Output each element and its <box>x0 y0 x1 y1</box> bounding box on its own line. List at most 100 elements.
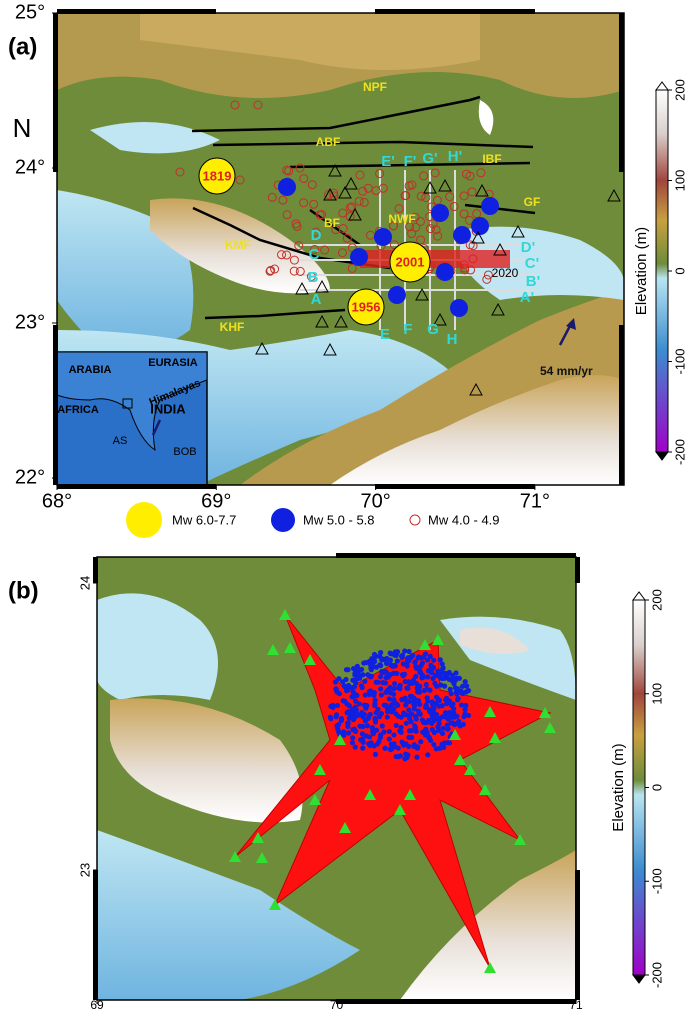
fault-label: NPF <box>363 80 387 94</box>
event <box>431 742 436 747</box>
panel-label: (b) <box>8 577 39 604</box>
event <box>425 752 430 757</box>
event <box>339 716 344 721</box>
event <box>423 651 428 656</box>
event <box>403 741 408 746</box>
frame-bar <box>375 9 535 14</box>
event <box>400 653 405 658</box>
event <box>420 675 425 680</box>
event <box>394 651 399 656</box>
legend-label: Mw 4.0 - 4.9 <box>428 512 500 527</box>
event <box>350 685 355 690</box>
event <box>414 755 419 760</box>
event <box>391 697 396 702</box>
event <box>453 670 458 675</box>
event <box>440 703 445 708</box>
event-medium <box>453 226 471 244</box>
figure: (a) (b) N 1819200119562020NPFABFIBFGFKMF… <box>0 0 686 1013</box>
legend-medium <box>271 508 295 532</box>
event <box>464 689 469 694</box>
event <box>464 684 469 689</box>
event-medium <box>374 228 392 246</box>
event <box>388 747 393 752</box>
profile-label: D <box>311 227 322 244</box>
profile-label: B <box>308 269 319 286</box>
event <box>372 743 377 748</box>
event <box>392 681 397 686</box>
event <box>405 663 410 668</box>
north-label: N <box>13 113 32 143</box>
event <box>365 723 370 728</box>
colorbar-tip <box>633 592 645 600</box>
event <box>346 730 351 735</box>
event <box>439 669 444 674</box>
inset-label: AFRICA <box>57 404 99 416</box>
event <box>371 656 376 661</box>
event <box>378 686 383 691</box>
event <box>354 676 359 681</box>
event <box>454 691 459 696</box>
fault-label: GF <box>524 195 541 209</box>
inset-label: AS <box>113 435 128 447</box>
event <box>449 702 454 707</box>
event <box>449 691 454 696</box>
event <box>360 746 365 751</box>
profile-label: E <box>380 326 390 343</box>
event <box>459 702 464 707</box>
y-tick-label: 22° <box>15 466 45 488</box>
event-medium <box>436 263 454 281</box>
event <box>454 714 459 719</box>
event <box>395 658 400 663</box>
frame-bar <box>57 9 216 14</box>
event <box>452 722 457 727</box>
event <box>425 674 430 679</box>
y-tick-label: 24 <box>77 576 92 590</box>
colorbar-tick-label: -100 <box>649 868 664 894</box>
event <box>360 672 365 677</box>
colorbar-tick-label: 100 <box>649 683 664 705</box>
event <box>414 717 419 722</box>
frame-bar <box>53 13 58 172</box>
event <box>454 686 459 691</box>
event <box>424 686 429 691</box>
colorbar-tick-label: -200 <box>672 439 686 465</box>
event <box>458 723 463 728</box>
event <box>444 696 449 701</box>
event <box>448 687 453 692</box>
y-tick-label: 23 <box>77 863 92 877</box>
frame-bar <box>93 870 98 1000</box>
event-medium <box>471 217 489 235</box>
event-year: 2020 <box>492 266 519 280</box>
event <box>432 681 437 686</box>
event <box>391 686 396 691</box>
event <box>388 658 393 663</box>
profile-label: C' <box>525 255 539 272</box>
event <box>372 652 377 657</box>
event <box>352 726 357 731</box>
legend-label: Mw 5.0 - 5.8 <box>303 512 375 527</box>
event <box>417 690 422 695</box>
event <box>414 729 419 734</box>
event <box>367 659 372 664</box>
colorbar-tick-label: -200 <box>649 962 664 988</box>
fault-label: NWF <box>388 212 415 226</box>
event <box>438 682 443 687</box>
event-medium <box>278 178 296 196</box>
profile-label: G <box>427 321 439 338</box>
x-tick-label: 71 <box>569 998 583 1012</box>
event <box>430 727 435 732</box>
frame-bar <box>53 325 58 485</box>
event <box>420 660 425 665</box>
colorbar <box>633 600 645 975</box>
event <box>413 664 418 669</box>
event-year: 1819 <box>203 168 232 183</box>
event <box>424 682 429 687</box>
event <box>387 729 392 734</box>
event <box>420 717 425 722</box>
inset-label: ARABIA <box>69 364 112 376</box>
event <box>440 714 445 719</box>
event <box>394 754 399 759</box>
x-tick-label: 71° <box>520 490 550 512</box>
y-tick-label: 24° <box>15 156 45 178</box>
event <box>367 734 372 739</box>
